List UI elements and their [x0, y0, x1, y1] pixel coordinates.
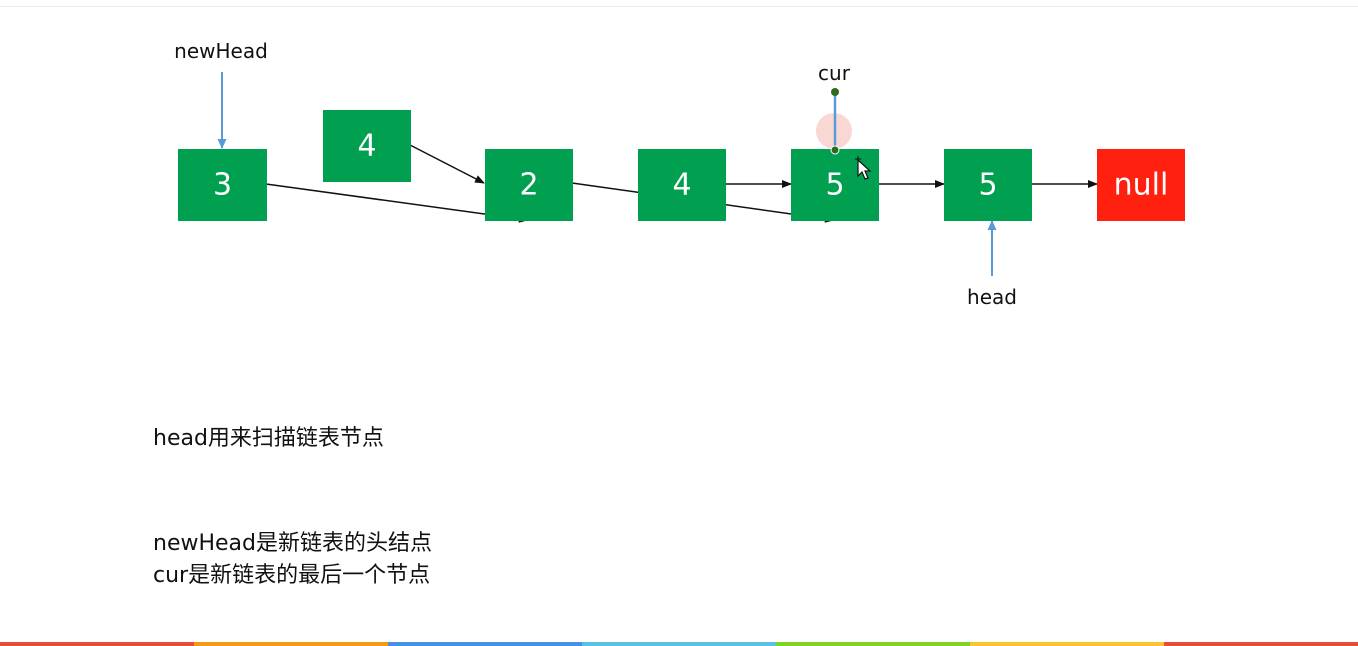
node-value: null — [1114, 168, 1169, 203]
color-strip-segment — [0, 642, 194, 646]
list-node-4-detached: 4 — [323, 110, 411, 182]
list-node-4: 4 — [638, 149, 726, 221]
color-strip-segment — [194, 642, 388, 646]
node-value: 5 — [978, 168, 997, 203]
color-strip-segment — [582, 642, 776, 646]
node-value: 4 — [357, 129, 376, 164]
pointer-label-head: head — [967, 285, 1017, 309]
color-strip-segment — [970, 642, 1164, 646]
color-strip-segment — [776, 642, 970, 646]
bottom-color-strip — [0, 642, 1358, 646]
note-newhead-definition: newHead是新链表的头结点 — [153, 531, 432, 556]
color-strip-segment — [388, 642, 582, 646]
list-node-5-cur: 5 — [791, 149, 879, 221]
node-box — [485, 149, 573, 221]
node-box — [178, 149, 267, 221]
node-box — [944, 149, 1032, 221]
list-node-null: null — [1097, 149, 1185, 221]
node-box — [323, 110, 411, 182]
top-divider — [0, 6, 1358, 7]
node-value: 2 — [519, 168, 538, 203]
list-node-2: 2 — [485, 149, 573, 221]
connector-handle-end[interactable] — [830, 145, 840, 155]
node-value: 3 — [213, 168, 232, 203]
note-head-scan: head用来扫描链表节点 — [153, 426, 384, 451]
connector-handle-start[interactable] — [831, 88, 839, 96]
mouse-pointer-icon — [855, 156, 872, 180]
node-value: 5 — [825, 168, 844, 203]
note-cur-definition: cur是新链表的最后一个节点 — [153, 563, 431, 588]
node-box — [1097, 149, 1185, 221]
node-value: 4 — [672, 168, 691, 203]
pointer-label-newhead: newHead — [174, 39, 268, 63]
link-arrow-4a-to-2 — [409, 144, 485, 184]
pointer-label-cur: cur — [818, 61, 851, 85]
list-node-3: 3 — [178, 149, 267, 221]
color-strip-segment — [1164, 642, 1358, 646]
node-box — [638, 149, 726, 221]
node-box — [791, 149, 879, 221]
list-node-5-head: 5 — [944, 149, 1032, 221]
link-arrow-3-to-2 — [265, 183, 529, 223]
